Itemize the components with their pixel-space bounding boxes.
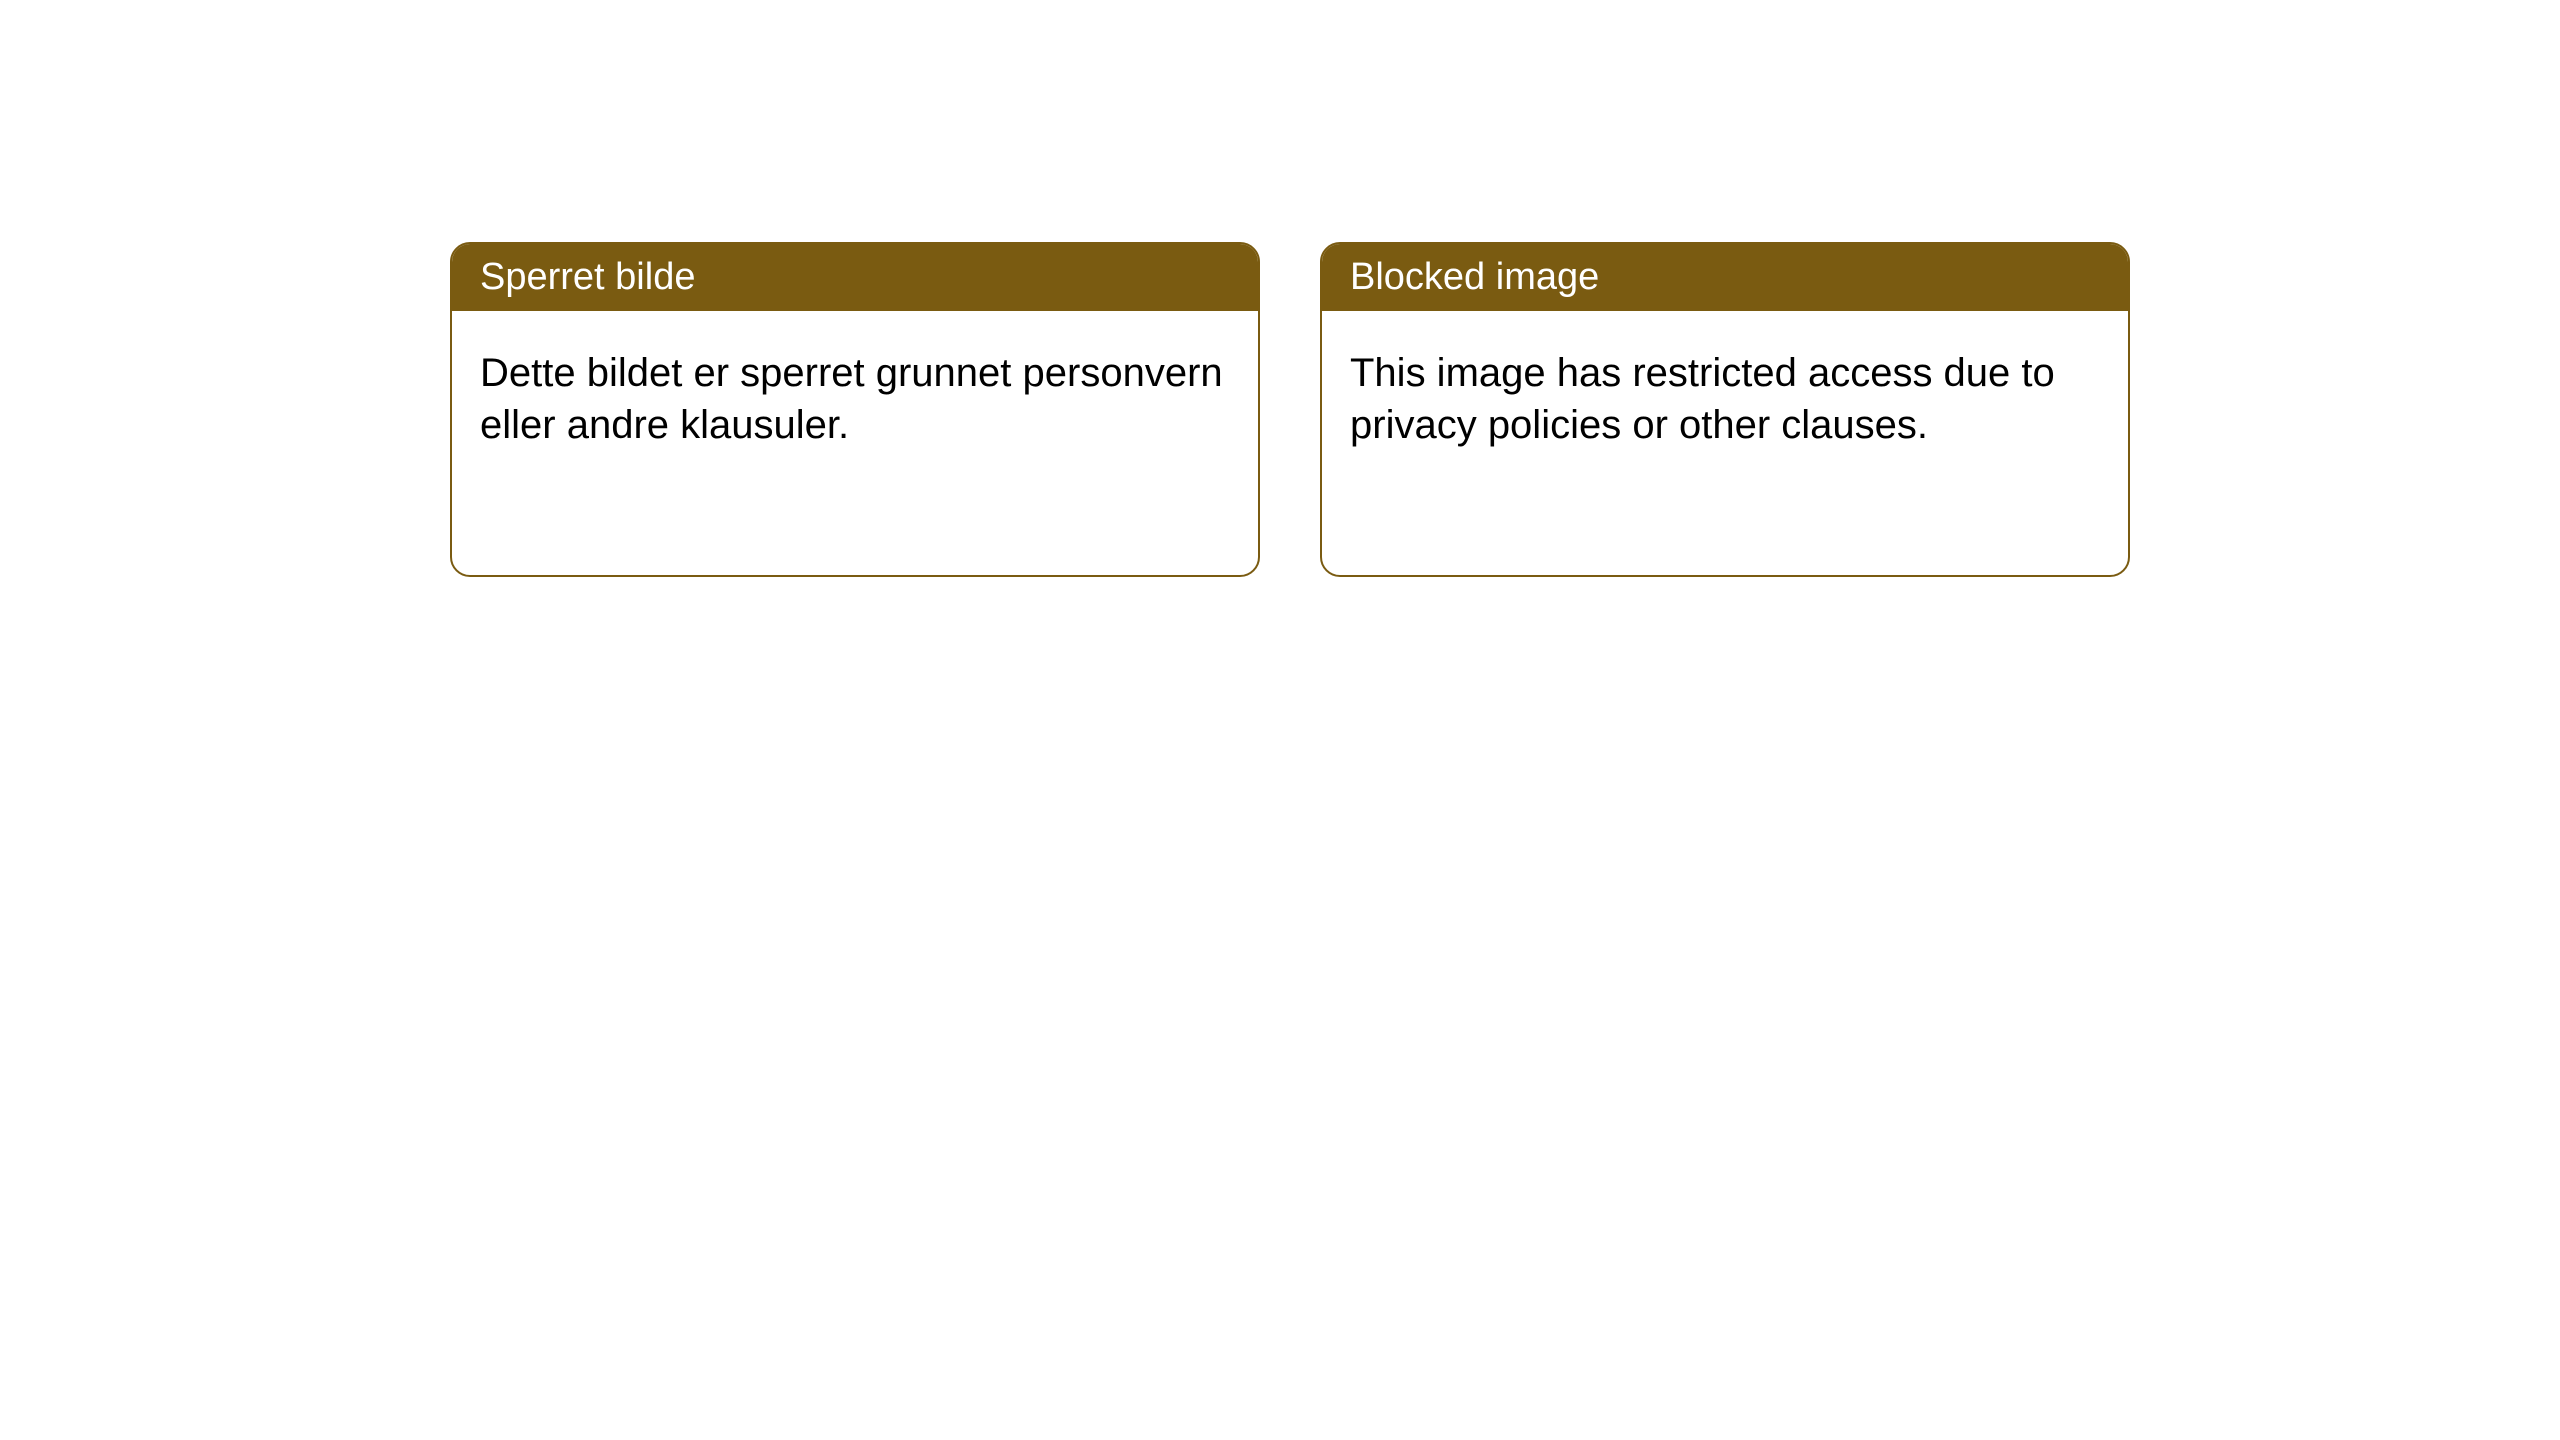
notice-card-norwegian: Sperret bilde Dette bildet er sperret gr… <box>450 242 1260 577</box>
notice-text: This image has restricted access due to … <box>1350 351 2055 447</box>
notice-title: Sperret bilde <box>480 256 695 298</box>
notice-body: Dette bildet er sperret grunnet personve… <box>452 311 1258 487</box>
notice-body: This image has restricted access due to … <box>1322 311 2128 487</box>
notice-text: Dette bildet er sperret grunnet personve… <box>480 351 1223 447</box>
notice-title: Blocked image <box>1350 256 1599 298</box>
notice-header: Sperret bilde <box>452 244 1258 311</box>
notice-card-english: Blocked image This image has restricted … <box>1320 242 2130 577</box>
notice-header: Blocked image <box>1322 244 2128 311</box>
notice-container: Sperret bilde Dette bildet er sperret gr… <box>0 0 2560 577</box>
